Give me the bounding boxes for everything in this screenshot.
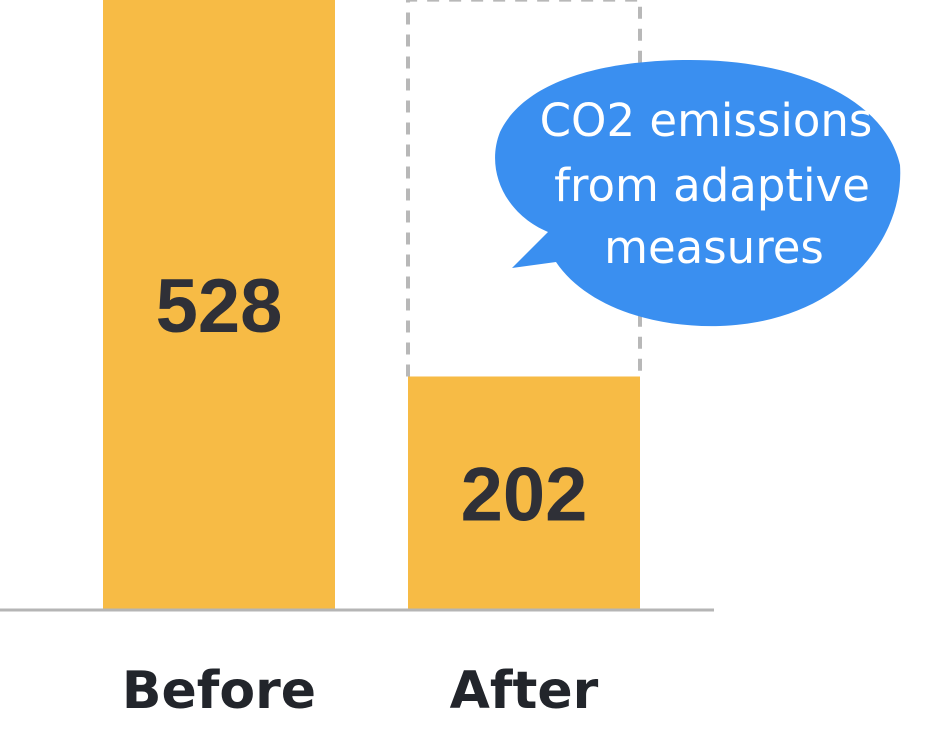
value-label-before: 528 [156,264,283,349]
value-label-after: 202 [461,453,588,538]
annotation-callout: CO2 emissions from adaptive measures [495,60,901,327]
annotation-line-1: CO2 emissions [540,94,873,147]
bar-before [103,0,335,610]
annotation-line-3: measures [604,221,824,274]
speech-bubble [495,60,901,327]
value-labels: 528 202 [156,264,588,537]
category-labels: Before After [122,661,599,721]
bars-layer [103,0,640,610]
category-label-before: Before [122,661,316,721]
category-label-after: After [450,661,599,721]
annotation-line-2: from adaptive [554,159,870,212]
bar-after [408,376,640,610]
